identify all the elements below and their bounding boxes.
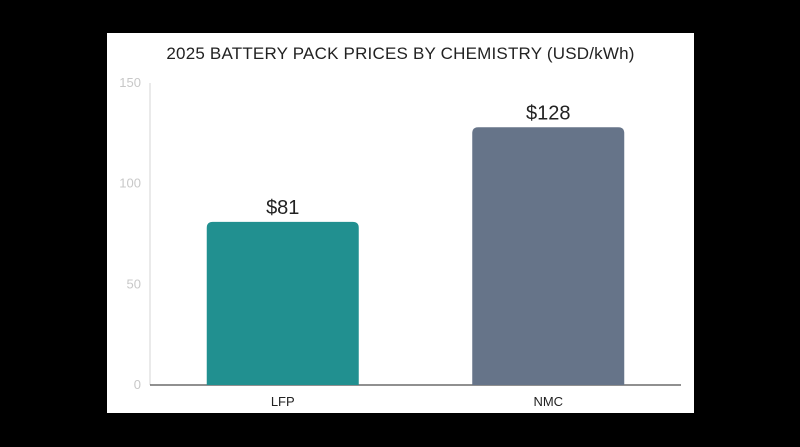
x-tick-label: NMC	[533, 394, 563, 409]
bar-value-label: $128	[526, 102, 571, 124]
category-labels: LFP NMC	[271, 394, 563, 409]
y-tick-label: 100	[119, 176, 141, 191]
y-tick-label: 0	[134, 377, 141, 392]
bar-value-label: $81	[266, 197, 299, 219]
x-tick-label: LFP	[271, 394, 295, 409]
data-labels: $81 $128	[266, 102, 570, 219]
bar-lfp	[206, 221, 359, 385]
chart-frame: 2025 BATTERY PACK PRICES BY CHEMISTRY (U…	[107, 33, 694, 413]
bars-group	[206, 127, 625, 385]
bar-chart: 0 50 100 150 LFP NMC $81 $128	[119, 75, 681, 409]
y-axis-ticks: 0 50 100 150	[119, 75, 141, 392]
bar-nmc	[472, 127, 625, 385]
y-tick-label: 150	[119, 75, 141, 90]
y-tick-label: 50	[127, 276, 141, 291]
chart-title: 2025 BATTERY PACK PRICES BY CHEMISTRY (U…	[166, 44, 635, 63]
